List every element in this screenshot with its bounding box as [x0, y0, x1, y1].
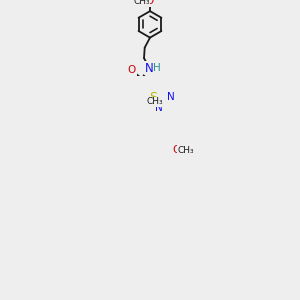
Text: CH₃: CH₃ — [177, 146, 194, 155]
Text: CH₃: CH₃ — [133, 0, 150, 6]
Text: O: O — [173, 146, 181, 155]
Text: N: N — [155, 103, 163, 113]
Text: N: N — [145, 61, 154, 75]
Text: O: O — [146, 0, 154, 6]
Text: H: H — [153, 63, 161, 73]
Text: S: S — [149, 91, 157, 104]
Text: CH₃: CH₃ — [146, 97, 163, 106]
Text: N: N — [167, 92, 175, 102]
Text: O: O — [128, 65, 136, 75]
